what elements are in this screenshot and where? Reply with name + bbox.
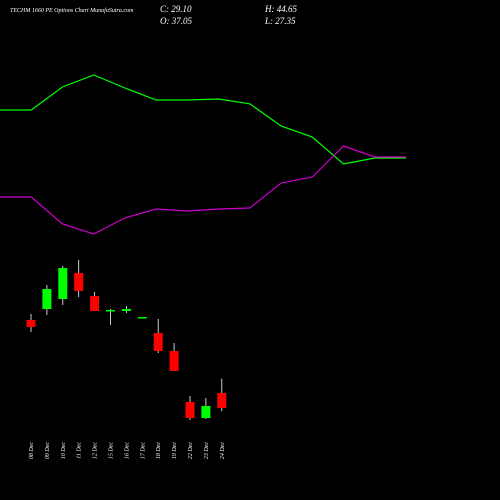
x-tick-label: 16 Dec: [124, 442, 130, 459]
x-tick-label: 12 Dec: [93, 442, 99, 459]
x-tick-label: 15 Dec: [109, 442, 115, 459]
candle-body: [26, 320, 36, 327]
x-tick-label: 19 Dec: [172, 442, 178, 459]
x-tick-label: 09 Dec: [45, 442, 51, 459]
x-tick-label: 24 Dec: [219, 442, 226, 459]
candle-body: [201, 406, 211, 418]
candle-body: [106, 310, 115, 312]
indicator-line: [0, 145, 406, 235]
candle-body: [74, 273, 84, 291]
candle-body: [137, 317, 147, 319]
candle-body: [169, 351, 179, 371]
candle-body: [185, 402, 195, 418]
x-tick-label: 11 Dec: [77, 442, 83, 459]
high-label: H: 44.65: [264, 4, 297, 14]
candle-body: [153, 333, 163, 351]
chart-title: TECHM 1660 PE Options Chart MunafaSutra.…: [10, 7, 134, 14]
candle-body: [90, 296, 100, 311]
x-tick-label: 08 Dec: [29, 442, 35, 459]
candle-body: [217, 393, 227, 408]
x-tick-label: 18 Dec: [156, 442, 162, 459]
candle-body: [121, 309, 131, 311]
candle-body: [58, 268, 68, 299]
x-tick-label: 17 Dec: [140, 442, 146, 459]
open-label: O: 37.05: [160, 16, 192, 26]
candle-body: [42, 289, 52, 309]
x-tick-label: 23 Dec: [204, 442, 210, 459]
x-tick-label: 10 Dec: [61, 442, 67, 459]
low-label: L: 27.35: [264, 16, 296, 26]
x-tick-label: 22 Dec: [188, 442, 194, 459]
indicator-line: [0, 74, 406, 165]
close-label: C: 29.10: [160, 4, 192, 14]
